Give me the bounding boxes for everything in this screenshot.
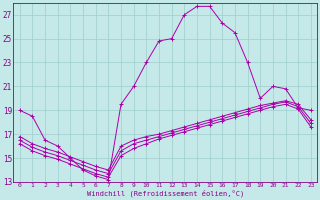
X-axis label: Windchill (Refroidissement éolien,°C): Windchill (Refroidissement éolien,°C) [87,190,244,197]
